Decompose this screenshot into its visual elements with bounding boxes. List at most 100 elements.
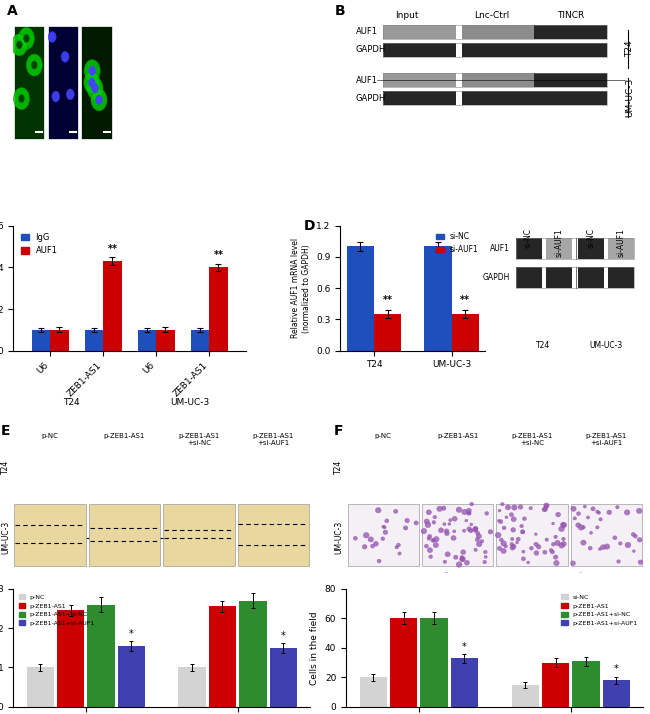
Bar	[383, 74, 607, 87]
Circle shape	[607, 510, 612, 515]
Circle shape	[395, 545, 398, 549]
Circle shape	[457, 588, 460, 591]
Circle shape	[578, 586, 582, 590]
Bar	[390, 618, 417, 707]
Circle shape	[614, 613, 619, 618]
Text: Merge: Merge	[83, 12, 109, 21]
Text: A: A	[7, 4, 18, 19]
Circle shape	[497, 546, 502, 550]
Circle shape	[597, 511, 601, 514]
Circle shape	[576, 523, 581, 528]
Text: F: F	[334, 424, 344, 438]
Bar	[14, 504, 86, 566]
Circle shape	[476, 541, 482, 547]
Circle shape	[636, 508, 642, 513]
Bar	[462, 74, 534, 87]
Bar	[462, 25, 534, 39]
Circle shape	[584, 619, 590, 624]
Circle shape	[395, 611, 401, 616]
Circle shape	[561, 603, 565, 607]
Circle shape	[543, 507, 547, 511]
Circle shape	[405, 518, 410, 523]
Bar	[545, 267, 571, 288]
Circle shape	[474, 528, 478, 531]
Circle shape	[484, 550, 488, 554]
Circle shape	[31, 61, 37, 69]
Circle shape	[558, 596, 561, 599]
Circle shape	[549, 548, 553, 552]
Circle shape	[486, 590, 491, 595]
Circle shape	[586, 516, 590, 519]
Circle shape	[452, 530, 456, 533]
Circle shape	[498, 509, 501, 512]
Text: *: *	[614, 665, 619, 675]
Text: AUF1: AUF1	[356, 27, 378, 36]
Circle shape	[465, 519, 468, 522]
Circle shape	[480, 539, 484, 543]
Circle shape	[556, 512, 561, 517]
Text: si-AUF1: si-AUF1	[554, 228, 563, 257]
Text: D: D	[304, 219, 315, 233]
Circle shape	[429, 555, 433, 558]
Bar	[512, 685, 539, 707]
Bar	[89, 575, 160, 637]
Circle shape	[353, 536, 358, 540]
Circle shape	[23, 34, 29, 43]
Circle shape	[364, 601, 369, 605]
Bar	[515, 267, 634, 288]
Text: Lnc-Ctrl: Lnc-Ctrl	[474, 11, 510, 20]
Circle shape	[554, 576, 558, 580]
Circle shape	[445, 552, 450, 557]
Circle shape	[514, 604, 518, 608]
Circle shape	[583, 593, 589, 598]
Circle shape	[452, 516, 458, 521]
Circle shape	[521, 585, 525, 588]
Circle shape	[583, 505, 586, 508]
Circle shape	[467, 508, 471, 513]
Circle shape	[443, 560, 447, 563]
Circle shape	[545, 538, 549, 541]
Circle shape	[511, 517, 516, 522]
Text: UM-UC-3: UM-UC-3	[334, 521, 343, 554]
Circle shape	[483, 560, 487, 564]
Circle shape	[487, 606, 492, 612]
Circle shape	[470, 523, 473, 526]
Circle shape	[637, 538, 642, 542]
Circle shape	[424, 587, 428, 591]
Circle shape	[368, 537, 374, 542]
Circle shape	[424, 544, 428, 548]
Circle shape	[551, 624, 555, 627]
Circle shape	[480, 599, 484, 603]
Bar	[32, 330, 50, 351]
Circle shape	[473, 526, 478, 531]
Bar	[237, 575, 309, 637]
Circle shape	[84, 60, 100, 81]
Circle shape	[533, 583, 538, 588]
Circle shape	[52, 91, 60, 102]
Circle shape	[488, 530, 493, 534]
Circle shape	[526, 561, 530, 564]
Circle shape	[511, 528, 515, 532]
Circle shape	[541, 598, 545, 602]
Bar	[163, 504, 235, 566]
Bar	[14, 26, 44, 139]
Circle shape	[499, 538, 503, 542]
Bar	[118, 646, 145, 707]
Circle shape	[381, 537, 385, 540]
Circle shape	[471, 596, 476, 601]
Circle shape	[515, 541, 519, 544]
Bar	[462, 91, 534, 105]
Circle shape	[513, 575, 519, 580]
Circle shape	[633, 534, 638, 538]
Circle shape	[551, 543, 555, 546]
Circle shape	[426, 510, 432, 515]
Circle shape	[438, 528, 444, 533]
Text: T24: T24	[625, 41, 634, 57]
Text: UM-UC-3: UM-UC-3	[1, 521, 10, 554]
Bar	[608, 238, 634, 259]
Text: si-NC: si-NC	[524, 228, 533, 248]
Circle shape	[433, 543, 439, 548]
Y-axis label: Relative AUF1 mRNA level
(normalized to GAPDH): Relative AUF1 mRNA level (normalized to …	[291, 238, 311, 338]
Circle shape	[534, 542, 538, 546]
Bar	[534, 43, 607, 56]
